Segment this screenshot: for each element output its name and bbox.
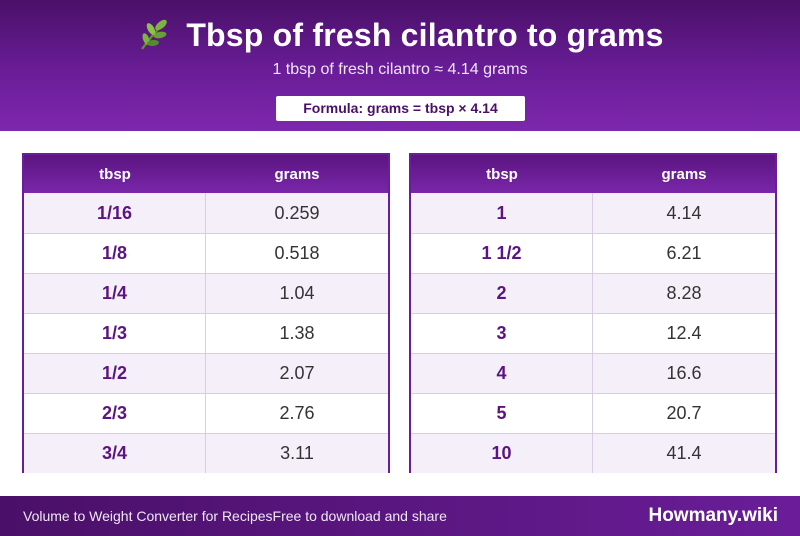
header-banner: Tbsp of fresh cilantro to grams 1 tbsp o… [0, 0, 800, 131]
cell-grams: 12.4 [666, 323, 702, 343]
column-header-tbsp: tbsp [99, 165, 131, 183]
cell-tbsp: 1 [411, 193, 593, 233]
table-body: 1/16 0.259 1/8 0.518 1/4 1.04 1/3 1.38 1/2 2.… [24, 193, 388, 473]
cell-tbsp: 2/3 [24, 394, 206, 433]
cell-tbsp: 10 [411, 434, 593, 473]
cell-grams: 0.518 [274, 243, 320, 263]
cell-grams: 2.76 [279, 403, 315, 423]
cell-grams: 3.11 [280, 443, 314, 463]
conversion-table-right: tbsp grams 1 4.14 1 1/2 6.21 2 8.28 3 12.4 4… [409, 153, 777, 473]
cell-grams: 20.7 [666, 403, 702, 423]
table-row: 5 20.7 [411, 393, 775, 433]
cell-tbsp: 1/4 [24, 274, 206, 313]
conversion-table-left: tbsp grams 1/16 0.259 1/8 0.518 1/4 1.04 1/… [22, 153, 390, 473]
herb-leaf-icon [136, 17, 172, 53]
cell-grams: 0.259 [274, 202, 320, 223]
cell-grams: 1.38 [279, 323, 315, 343]
table-row: 1/4 1.04 [24, 273, 388, 313]
table-row: 4 16.6 [411, 353, 775, 393]
cell-tbsp: 3 [411, 314, 593, 353]
table-row: 1/8 0.518 [24, 233, 388, 273]
table-header: tbsp grams [24, 155, 388, 193]
column-header-tbsp: tbsp [486, 165, 518, 183]
cell-tbsp: 1/8 [24, 234, 206, 273]
brand-logo-text[interactable]: Howmany.wiki [648, 505, 778, 526]
table-row: 2 8.28 [411, 273, 775, 313]
cell-tbsp: 5 [411, 394, 593, 433]
cell-grams: 6.21 [666, 243, 702, 263]
footer-tagline: Volume to Weight Converter for RecipesFr… [23, 508, 447, 524]
table-header: tbsp grams [411, 155, 775, 193]
cell-grams: 16.6 [666, 363, 702, 383]
column-header-grams: grams [274, 165, 320, 183]
page-subtitle: 1 tbsp of fresh cilantro ≈ 4.14 grams [272, 61, 528, 78]
table-row: 1/16 0.259 [24, 193, 388, 233]
table-row: 3/4 3.11 [24, 433, 388, 473]
table-row: 2/3 2.76 [24, 393, 388, 433]
table-row: 3 12.4 [411, 313, 775, 353]
cell-tbsp: 2 [411, 274, 593, 313]
column-header-grams: grams [661, 165, 707, 183]
page-title: Tbsp of fresh cilantro to grams [186, 16, 664, 53]
cell-tbsp: 1 1/2 [411, 234, 593, 273]
table-body: 1 4.14 1 1/2 6.21 2 8.28 3 12.4 4 16.6 5 20.7 … [411, 193, 775, 473]
cell-grams: 1.04 [279, 283, 315, 303]
cell-grams: 2.07 [279, 363, 315, 383]
title-row: Tbsp of fresh cilantro to grams [0, 14, 800, 56]
cell-grams: 41.4 [666, 443, 702, 463]
table-row: 1 4.14 [411, 193, 775, 233]
footer-bar: Volume to Weight Converter for RecipesFr… [0, 496, 800, 536]
cell-grams: 4.14 [666, 202, 702, 223]
cell-tbsp: 1/2 [24, 354, 206, 393]
cell-tbsp: 3/4 [24, 434, 206, 473]
table-row: 1/2 2.07 [24, 353, 388, 393]
cell-tbsp: 1/3 [24, 314, 206, 353]
table-row: 1/3 1.38 [24, 313, 388, 353]
cell-grams: 8.28 [666, 283, 702, 303]
cell-tbsp: 4 [411, 354, 593, 393]
table-row: 1 1/2 6.21 [411, 233, 775, 273]
cell-tbsp: 1/16 [24, 193, 206, 233]
table-row: 10 41.4 [411, 433, 775, 473]
formula-badge: Formula: grams = tbsp × 4.14 [276, 96, 525, 121]
